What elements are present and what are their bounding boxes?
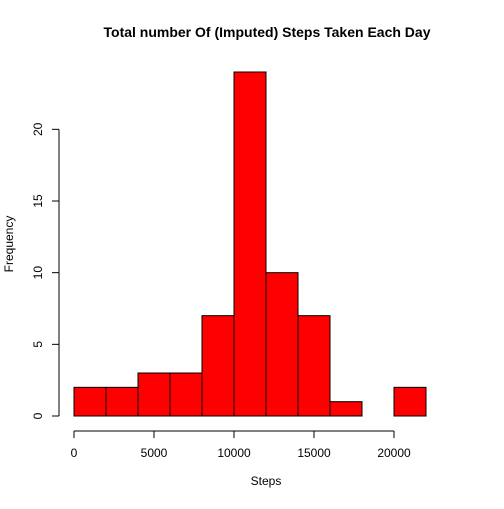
histogram-bar-6 xyxy=(265,272,299,417)
x-axis-label: Steps xyxy=(251,474,282,488)
y-tick-label-1: 5 xyxy=(31,341,45,348)
bars-layer xyxy=(73,71,427,417)
histogram-bar-3 xyxy=(169,372,203,417)
x-tick-label-4: 20000 xyxy=(377,446,411,460)
histogram-bar-1 xyxy=(105,386,139,417)
histogram-bar-8 xyxy=(329,401,363,417)
x-tick-label-0: 0 xyxy=(71,446,78,460)
x-tick-label-1: 5000 xyxy=(141,446,168,460)
histogram-bar-4 xyxy=(201,315,235,417)
y-tick-label-4: 20 xyxy=(31,122,45,136)
y-tick-label-0: 0 xyxy=(31,412,45,419)
y-tick-label-3: 15 xyxy=(31,194,45,208)
x-axis: 0 5000 10000 15000 20000 xyxy=(71,430,411,460)
x-tick-label-2: 10000 xyxy=(217,446,251,460)
y-axis-label: Frequency xyxy=(2,216,16,273)
histogram-bar-5 xyxy=(233,71,267,417)
chart-title: Total number Of (Imputed) Steps Taken Ea… xyxy=(104,24,431,40)
y-axis: 0 5 10 15 20 xyxy=(31,122,60,419)
y-tick-label-2: 10 xyxy=(31,266,45,280)
histogram-bar-10 xyxy=(393,386,427,417)
x-tick-label-3: 15000 xyxy=(297,446,331,460)
histogram-bar-2 xyxy=(137,372,171,417)
histogram-bar-7 xyxy=(297,315,331,417)
histogram-bar-0 xyxy=(73,386,107,417)
